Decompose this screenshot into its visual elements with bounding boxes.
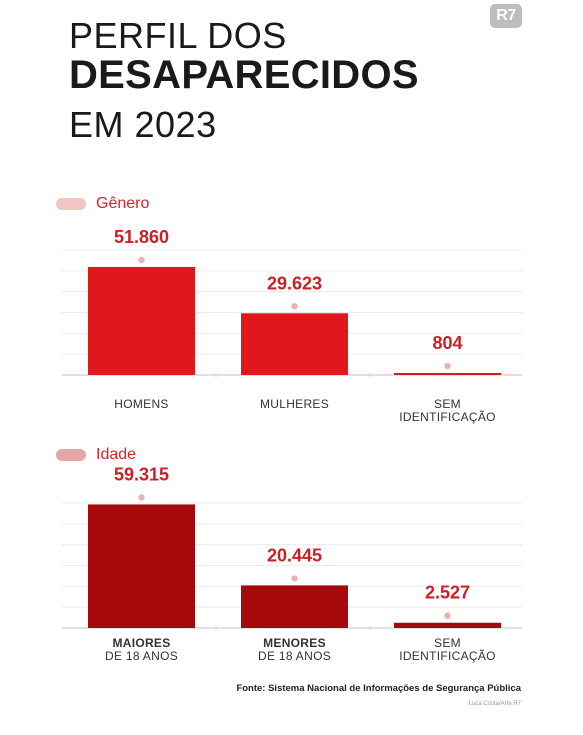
r7-logo: R7 [490,4,522,28]
idade-value-label: 20.445 [267,545,322,565]
idade-category-label: MENORES DE 18 ANOS [257,636,332,663]
idade-category-label: SEM IDENTIFICAÇÃO [399,636,496,663]
credit-note: Luca Costa/Arte R7 [468,701,521,707]
idade-title: Idade [96,446,137,463]
genero-value-label: 804 [432,333,462,353]
idade-marker [291,575,298,582]
title-line-3: EM 2023 [69,104,217,145]
genero-category-label: HOMENS [114,397,169,411]
idade-value-label: 2.527 [425,583,470,603]
genero-marker [291,303,298,310]
genero-bar [88,266,195,375]
genero-value-label: 51.860 [114,227,169,247]
title-line-1: PERFIL DOS [69,15,287,56]
idade-category-label: MAIORES DE 18 ANOS [104,636,179,663]
genero-bar [241,313,348,375]
genero-legend: Gênero [56,195,149,213]
genero-value-label: 29.623 [267,273,322,293]
genero-title: Gênero [96,195,150,212]
idade-marker [138,494,145,501]
genero-marker [444,362,451,370]
genero-swatch [56,198,86,210]
idade-bar [88,504,195,628]
genero-bar [394,373,501,375]
idade-legend: Idade [56,446,136,464]
idade-swatch [56,449,86,461]
genero-category-label: MULHERES [259,397,330,411]
idade-bar [241,585,348,628]
idade-bar [394,622,501,628]
genero-category-label: SEM IDENTIFICAÇÃO [399,397,496,424]
source-note: Fonte: Sistema Nacional de Informações d… [236,683,521,694]
idade-value-label: 59.315 [114,464,169,484]
title-line-2: DESAPARECIDOS [69,53,419,97]
idade-marker [444,612,451,619]
genero-marker [138,256,145,264]
